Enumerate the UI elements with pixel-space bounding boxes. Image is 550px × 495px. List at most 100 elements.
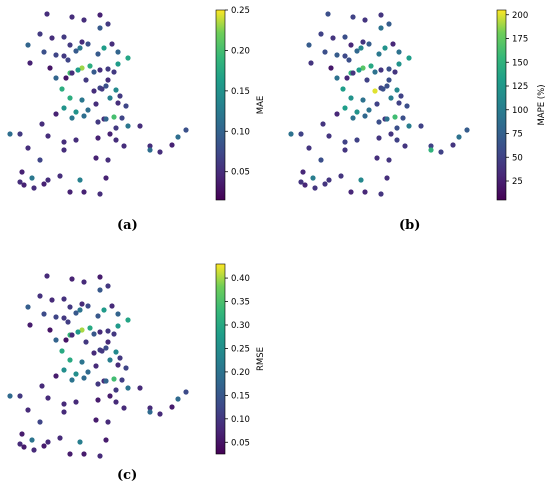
scatter-point xyxy=(75,67,81,73)
scatter-point xyxy=(25,42,31,48)
scatter-point xyxy=(354,109,360,115)
scatter-point xyxy=(17,131,23,137)
scatter-point xyxy=(374,101,380,107)
scatter-point xyxy=(17,179,23,185)
scatter-point xyxy=(67,451,73,457)
scatter-point xyxy=(169,142,175,148)
scatter-point xyxy=(69,115,75,121)
scatter-point xyxy=(350,14,356,20)
scatter-point xyxy=(356,67,362,73)
scatter-point xyxy=(374,155,380,161)
scatter-point xyxy=(340,86,346,92)
colorbar-tick-label: 0.15 xyxy=(231,87,250,97)
scatter-point xyxy=(79,359,85,365)
scatter-point xyxy=(372,88,378,94)
scatter-point xyxy=(113,349,119,355)
scatter-point xyxy=(44,11,50,17)
colorbar-tick-label: 0.10 xyxy=(231,127,250,137)
scatter-point xyxy=(53,337,59,343)
scatter-point xyxy=(330,35,336,41)
scatter-point xyxy=(113,387,119,393)
scatter-point xyxy=(382,45,388,51)
scatter-point xyxy=(346,57,352,63)
scatter-point xyxy=(325,11,331,17)
scatter-point xyxy=(169,404,175,410)
scatter-point xyxy=(77,45,83,51)
scatter-point xyxy=(137,385,143,391)
scatter-point xyxy=(119,115,125,121)
scatter-point xyxy=(81,451,87,457)
scatter-point xyxy=(47,65,53,71)
scatter-point xyxy=(31,447,37,453)
scatter-point xyxy=(318,31,324,37)
scatter-point xyxy=(57,435,63,441)
scatter-point xyxy=(37,293,43,299)
colorbar-tick-label: 0.05 xyxy=(231,168,250,178)
scatter-point xyxy=(404,103,410,109)
scatter-point xyxy=(348,95,354,101)
scatter-point xyxy=(69,332,75,338)
scatter-point xyxy=(326,177,332,183)
scatter-point xyxy=(105,21,111,27)
scatter-point xyxy=(97,453,103,459)
scatter-point xyxy=(65,57,71,63)
scatter-point xyxy=(105,419,111,425)
scatter-point xyxy=(107,95,113,101)
scatter-point xyxy=(67,42,73,48)
scatter-point xyxy=(125,55,131,61)
panel-c: 0.05 0.10 0.15 0.20 0.25 0.30 0.35 0.40 RMSE xyxy=(7,263,266,459)
scatter-point xyxy=(354,48,360,54)
scatter-point xyxy=(111,69,117,75)
scatter-point xyxy=(97,274,103,280)
scatter-point xyxy=(21,182,27,188)
colorbar-tick-label: 0.25 xyxy=(231,344,250,354)
scatter-point xyxy=(320,121,326,127)
scatter-point xyxy=(376,51,382,57)
colorbar-label: MAPE (%) xyxy=(537,84,547,125)
scatter-point xyxy=(85,303,91,309)
scatter-point xyxy=(19,431,25,437)
scatter-point xyxy=(300,169,306,175)
scatter-point xyxy=(93,155,99,161)
scatter-point xyxy=(81,189,87,195)
scatter-point xyxy=(63,337,69,343)
scatter-point xyxy=(428,143,434,149)
scatter-point xyxy=(322,49,328,55)
scatter-point xyxy=(61,34,67,40)
colorbar-label: RMSE xyxy=(256,347,266,371)
scatter-point xyxy=(31,185,37,191)
scatter-point xyxy=(37,31,43,37)
scatter-point xyxy=(358,177,364,183)
scatter-point xyxy=(79,65,85,71)
scatter-point xyxy=(362,189,368,195)
scatter-point xyxy=(53,75,59,81)
scatter-point xyxy=(376,135,382,141)
caption-b: (b) xyxy=(399,218,421,233)
scatter-point xyxy=(59,348,65,354)
scatter-point xyxy=(322,181,328,187)
scatter-point xyxy=(103,175,109,181)
scatter-points xyxy=(288,11,470,197)
scatter-point xyxy=(61,315,67,321)
scatter-point xyxy=(392,69,398,75)
scatter-point xyxy=(75,329,81,335)
scatter-point xyxy=(53,314,59,320)
scatter-point xyxy=(111,376,117,382)
colorbar-tick-label: 0.40 xyxy=(231,274,250,284)
scatter-point xyxy=(67,95,73,101)
scatter-point xyxy=(67,357,73,363)
scatter-point xyxy=(137,123,143,129)
scatter-point xyxy=(368,63,374,69)
colorbar xyxy=(215,9,226,201)
scatter-point xyxy=(350,70,356,76)
scatter-point xyxy=(428,147,434,153)
scatter-point xyxy=(61,401,67,407)
scatter-point xyxy=(57,173,63,179)
scatter-point xyxy=(394,125,400,131)
scatter-point xyxy=(342,147,348,153)
scatter-point xyxy=(350,115,356,121)
scatter-point xyxy=(59,86,65,92)
scatter-point xyxy=(61,139,67,145)
scatter-point xyxy=(115,100,121,106)
scatter-point xyxy=(147,405,153,411)
